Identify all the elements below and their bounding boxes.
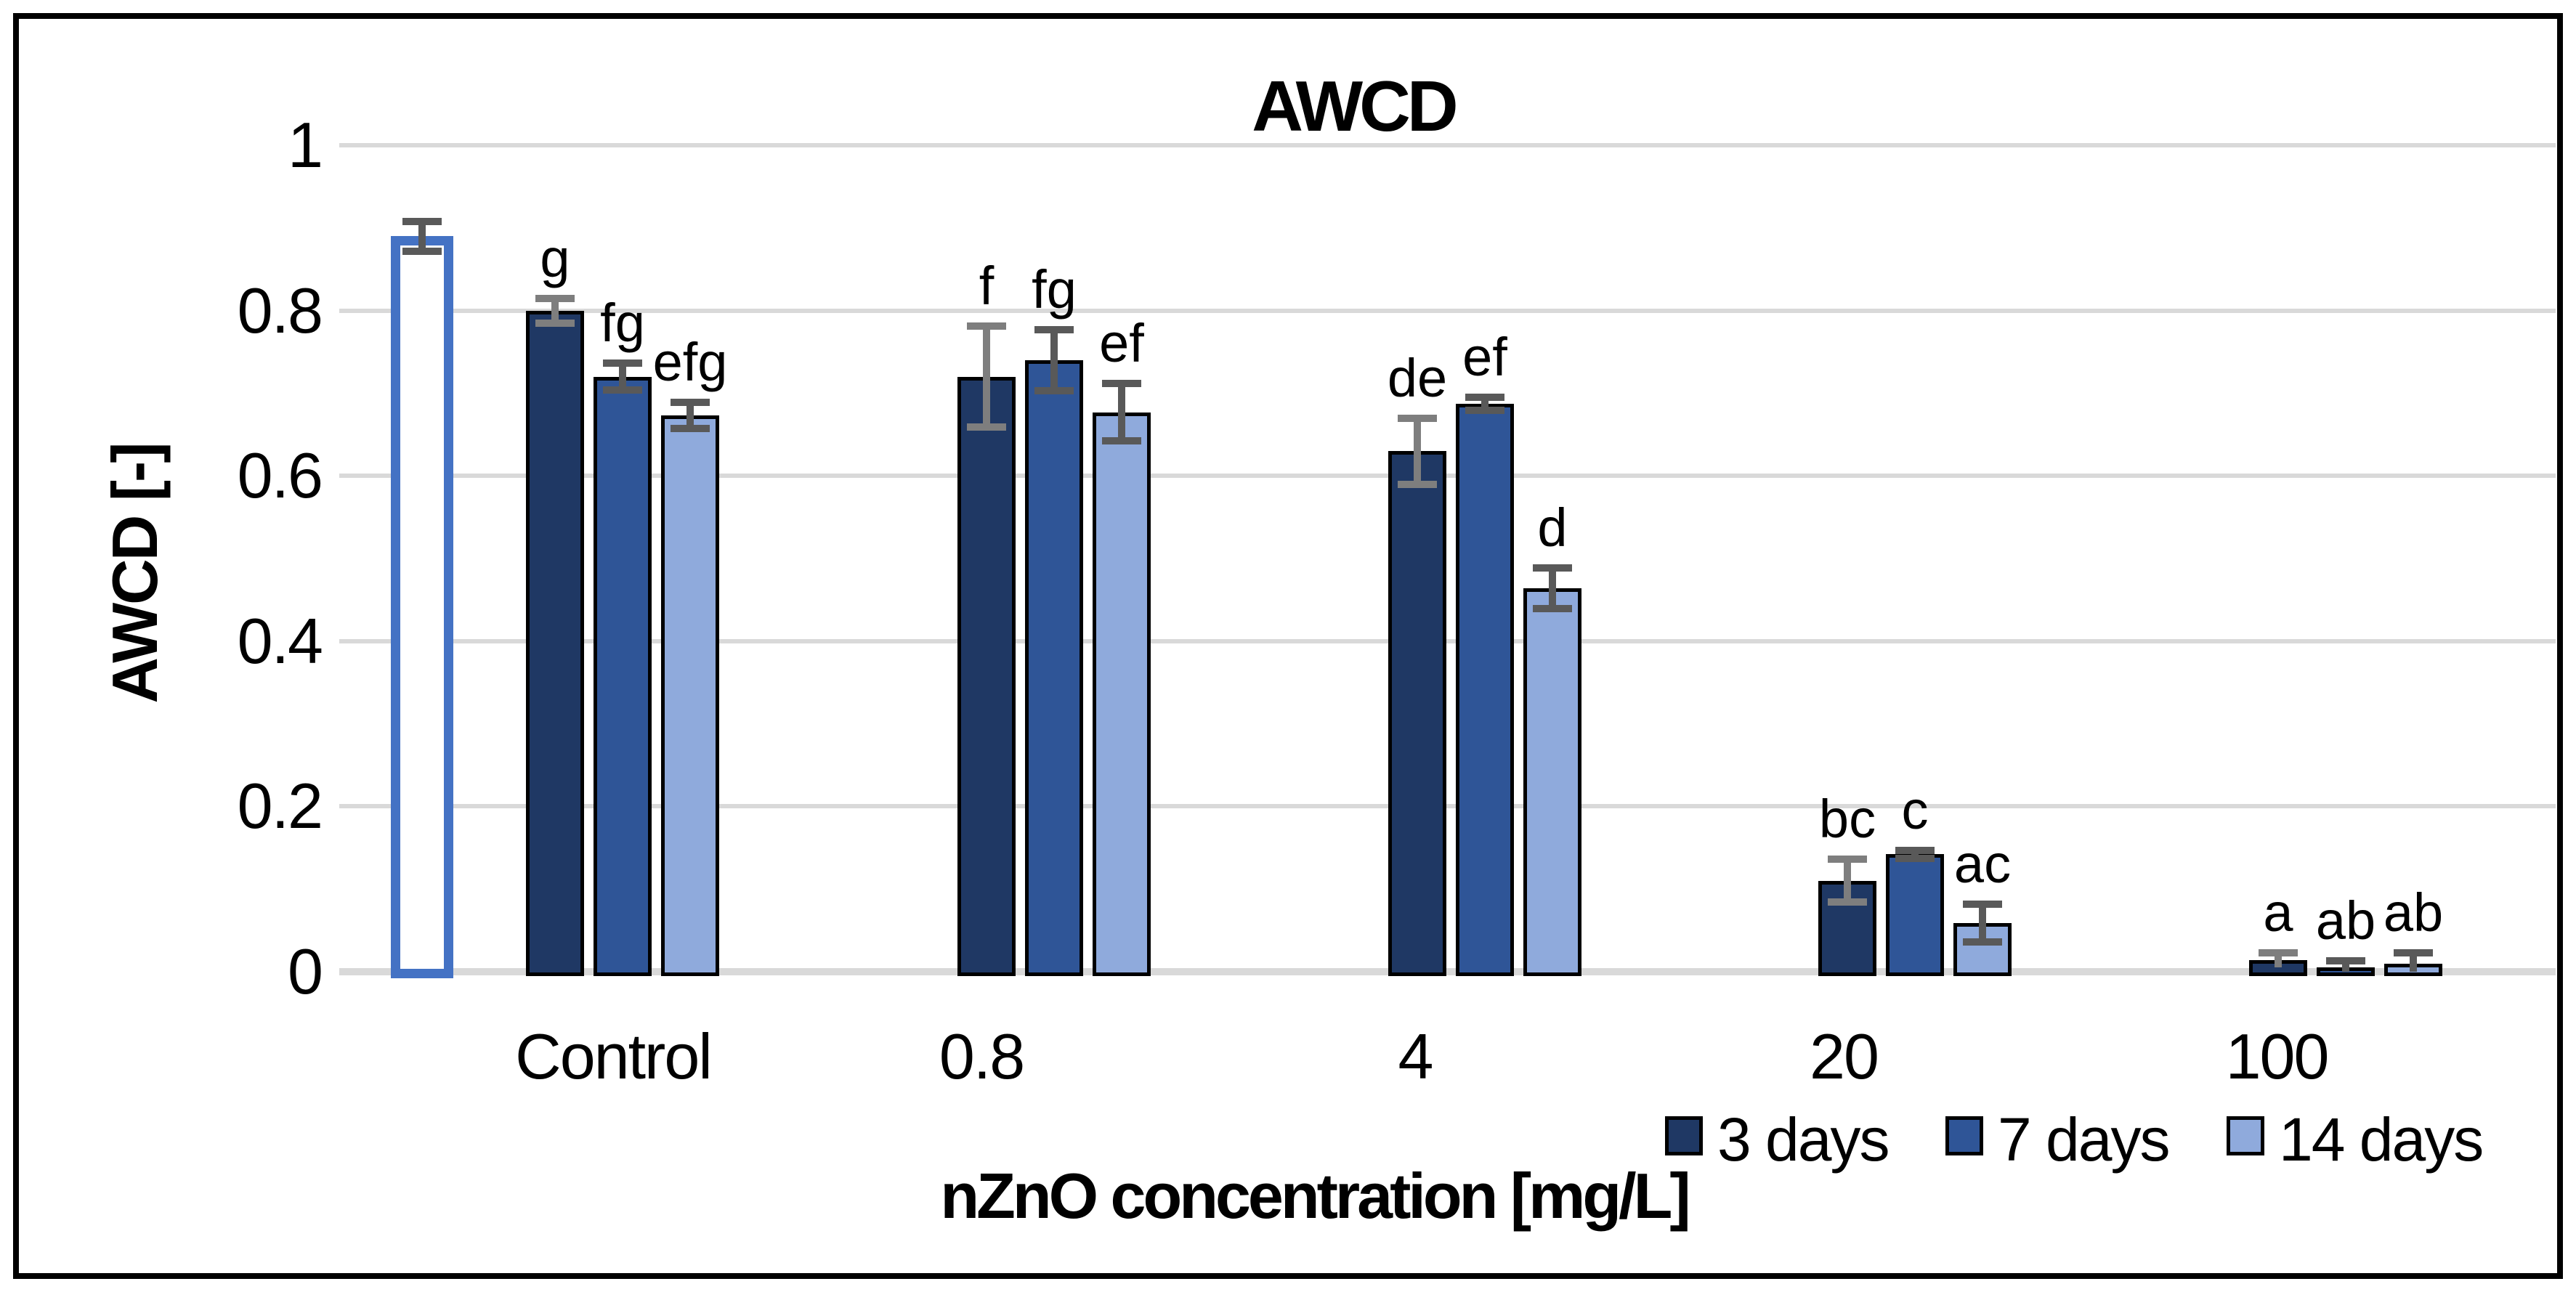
error-bar-bottom-cap — [1895, 855, 1935, 862]
error-bar-bottom-cap — [402, 248, 442, 255]
bar-7-days-0.8 — [1025, 360, 1083, 976]
gridline — [339, 143, 2556, 147]
error-bar — [2275, 953, 2282, 967]
significance-letter: ab — [2315, 890, 2376, 951]
error-bar — [1118, 383, 1125, 441]
bar-14-days-4 — [1523, 588, 1581, 976]
error-bar-top-cap — [535, 295, 575, 302]
error-bar — [619, 363, 626, 390]
significance-letter: de — [1387, 348, 1448, 408]
error-bar — [1414, 418, 1421, 484]
legend-swatch-icon — [2227, 1116, 2264, 1155]
error-bar — [1481, 397, 1489, 410]
significance-letter: d — [1537, 497, 1568, 558]
bar-7-days-Control — [594, 377, 652, 976]
error-bar — [418, 222, 426, 251]
error-bar-bottom-cap — [1398, 481, 1437, 488]
error-bar-top-cap — [2394, 949, 2433, 956]
error-bar-top-cap — [1102, 380, 1141, 387]
chart-title: AWCD — [1252, 66, 1458, 146]
bar-7-days-20 — [1886, 854, 1944, 976]
y-tick-label: 0.6 — [237, 439, 323, 511]
significance-letter: f — [979, 256, 995, 316]
error-bar-top-cap — [1828, 856, 1867, 863]
category-label-20: 20 — [1810, 1020, 1879, 1092]
error-bar-bottom-cap — [1533, 605, 1572, 612]
significance-letter: ef — [1462, 327, 1507, 387]
error-bar — [1549, 568, 1556, 609]
error-bar-top-cap — [967, 322, 1006, 330]
error-bar-bottom-cap — [671, 425, 710, 432]
error-bar-top-cap — [1398, 415, 1437, 422]
bar-3-days-0.8 — [957, 377, 1016, 976]
y-tick-label: 0.2 — [237, 770, 323, 842]
significance-letter: c — [1901, 780, 1929, 840]
error-bar — [551, 298, 559, 323]
error-bar — [2342, 961, 2349, 972]
error-bar — [1979, 904, 1986, 942]
bar-14-days-0.8 — [1093, 413, 1151, 976]
gridline — [339, 804, 2556, 808]
error-bar-top-cap — [2259, 949, 2298, 956]
error-bar-top-cap — [1895, 847, 1935, 854]
error-bar — [1911, 850, 1919, 858]
error-bar-bottom-cap — [1828, 898, 1867, 906]
bar-3-days-Control — [526, 311, 584, 976]
legend-swatch-icon — [1665, 1116, 1703, 1155]
significance-letter: ab — [2383, 882, 2444, 943]
error-bar — [686, 402, 694, 428]
reference-bar-outlined — [391, 236, 453, 978]
significance-letter: g — [540, 228, 570, 288]
error-bar-top-cap — [603, 359, 642, 367]
significance-letter: a — [2263, 882, 2293, 943]
error-bar-bottom-cap — [967, 423, 1006, 431]
bar-3-days-4 — [1388, 451, 1446, 976]
significance-letter: efg — [652, 332, 728, 392]
error-bar-bottom-cap — [1963, 938, 2002, 946]
error-bar-top-cap — [2326, 957, 2365, 964]
significance-letter: fg — [600, 293, 645, 353]
error-bar-bottom-cap — [1102, 437, 1141, 444]
significance-letter: bc — [1818, 789, 1876, 849]
error-bar-bottom-cap — [603, 386, 642, 394]
error-bar-top-cap — [1465, 394, 1504, 401]
y-tick-label: 0.8 — [237, 275, 323, 346]
y-tick-label: 0.4 — [237, 605, 323, 677]
bar-7-days-4 — [1456, 404, 1514, 976]
error-bar-top-cap — [671, 399, 710, 406]
error-bar-bottom-cap — [535, 320, 575, 327]
y-tick-label: 1 — [288, 109, 323, 181]
legend-label: 14 days — [2279, 1105, 2484, 1174]
category-label-100: 100 — [2225, 1020, 2330, 1092]
gridline — [339, 309, 2556, 313]
error-bar-bottom-cap — [1465, 407, 1504, 414]
error-bar-bottom-cap — [1034, 387, 1074, 394]
gridline — [339, 474, 2556, 478]
error-bar — [1844, 859, 1851, 902]
category-label-Control: Control — [515, 1020, 713, 1092]
legend-label: 3 days — [1717, 1105, 1890, 1174]
error-bar-top-cap — [1533, 564, 1572, 572]
legend-swatch-icon — [1945, 1116, 1983, 1155]
error-bar-top-cap — [1963, 901, 2002, 908]
significance-letter: ac — [1953, 834, 2012, 894]
x-axis-title: nZnO concentration [mg/L] — [940, 1160, 1690, 1232]
significance-letter: fg — [1032, 259, 1077, 320]
error-bar-top-cap — [402, 218, 442, 225]
x-axis-line — [339, 968, 2556, 975]
bar-14-days-Control — [661, 415, 719, 976]
error-bar — [2410, 953, 2417, 972]
y-tick-label: 0 — [288, 935, 323, 1007]
significance-letter: ef — [1099, 313, 1144, 373]
category-label-4: 4 — [1398, 1020, 1434, 1092]
category-label-0.8: 0.8 — [939, 1020, 1025, 1092]
error-bar-top-cap — [1034, 326, 1074, 333]
legend-label: 7 days — [1998, 1105, 2170, 1174]
error-bar — [1050, 330, 1058, 391]
gridline — [339, 639, 2556, 643]
error-bar — [983, 326, 990, 427]
